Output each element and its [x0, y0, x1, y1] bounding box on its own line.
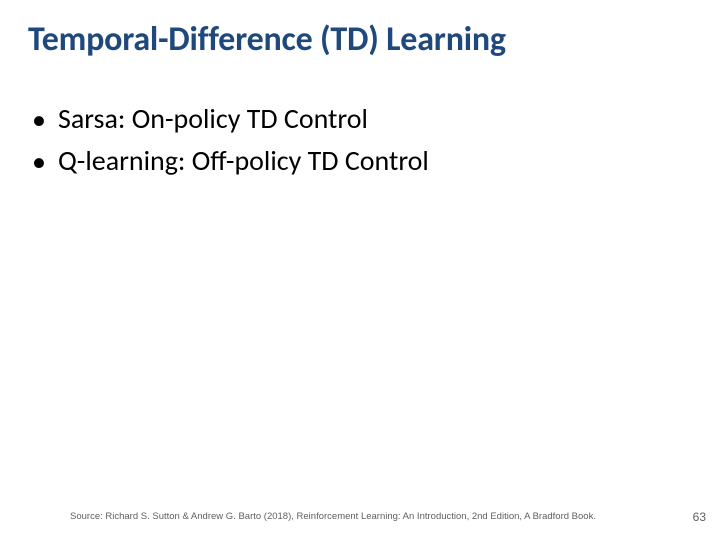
slide: Temporal-Difference (TD) Learning • Sars…	[0, 0, 720, 540]
source-citation: Source: Richard S. Sutton & Andrew G. Ba…	[70, 511, 596, 522]
bullet-marker: •	[32, 103, 46, 137]
list-item: • Q-learning: Off-policy TD Control	[32, 143, 692, 179]
page-number: 63	[693, 510, 706, 524]
bullet-text: Sarsa: On-policy TD Control	[58, 101, 368, 136]
bullet-marker: •	[32, 145, 46, 179]
bullet-list: • Sarsa: On-policy TD Control • Q-learni…	[28, 101, 692, 178]
list-item: • Sarsa: On-policy TD Control	[32, 101, 692, 137]
slide-title: Temporal-Difference (TD) Learning	[28, 20, 692, 59]
bullet-text: Q-learning: Off-policy TD Control	[58, 143, 429, 178]
